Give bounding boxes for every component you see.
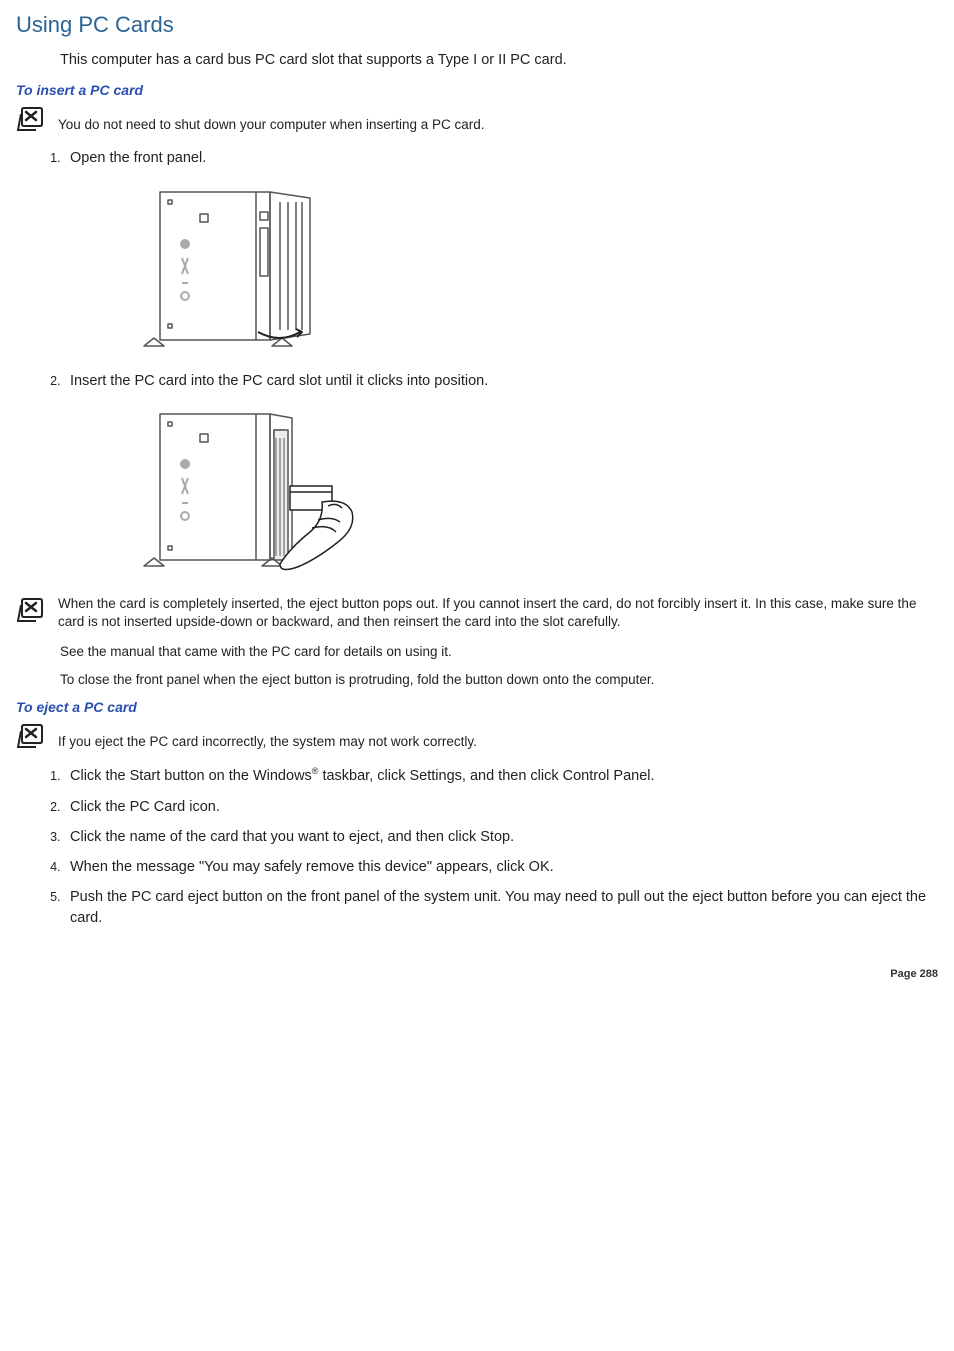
illustration-open-panel — [140, 184, 938, 349]
para-close-panel: To close the front panel when the eject … — [60, 671, 938, 689]
note-icon — [16, 721, 52, 751]
insert-steps: Open the front panel. — [50, 148, 938, 573]
step-text: Open the front panel. — [70, 150, 206, 166]
page-title: Using PC Cards — [16, 12, 938, 38]
eject-step-2: Click the PC Card icon. — [64, 797, 938, 817]
note-eject-text: If you eject the PC card incorrectly, th… — [58, 734, 477, 749]
note-after-insert: When the card is completely inserted, th… — [16, 595, 938, 631]
para-see-manual: See the manual that came with the PC car… — [60, 643, 938, 661]
note-insert-text: You do not need to shut down your comput… — [58, 117, 485, 132]
step-text-pre: Click the Start button on the Windows — [70, 768, 312, 784]
insert-step-2: Insert the PC card into the PC card slot… — [64, 371, 938, 572]
note-icon — [16, 595, 52, 625]
eject-steps: Click the Start button on the Windows® t… — [50, 765, 938, 928]
intro-paragraph: This computer has a card bus PC card slo… — [60, 52, 938, 68]
step-text-post: taskbar, click Settings, and then click … — [318, 768, 654, 784]
illustration-insert-card — [140, 408, 938, 573]
eject-step-3: Click the name of the card that you want… — [64, 827, 938, 847]
step-text: Insert the PC card into the PC card slot… — [70, 373, 488, 389]
subheading-eject: To eject a PC card — [16, 699, 938, 715]
subheading-insert: To insert a PC card — [16, 82, 938, 98]
insert-step-1: Open the front panel. — [64, 148, 938, 349]
eject-step-4: When the message "You may safely remove … — [64, 857, 938, 877]
eject-step-5: Push the PC card eject button on the fro… — [64, 887, 938, 928]
eject-step-1: Click the Start button on the Windows® t… — [64, 765, 938, 786]
note-insert-row: You do not need to shut down your comput… — [16, 104, 938, 134]
note-eject-row: If you eject the PC card incorrectly, th… — [16, 721, 938, 751]
note-icon — [16, 104, 52, 134]
note-after-insert-text: When the card is completely inserted, th… — [58, 596, 916, 629]
page-number: Page 288 — [16, 968, 938, 980]
